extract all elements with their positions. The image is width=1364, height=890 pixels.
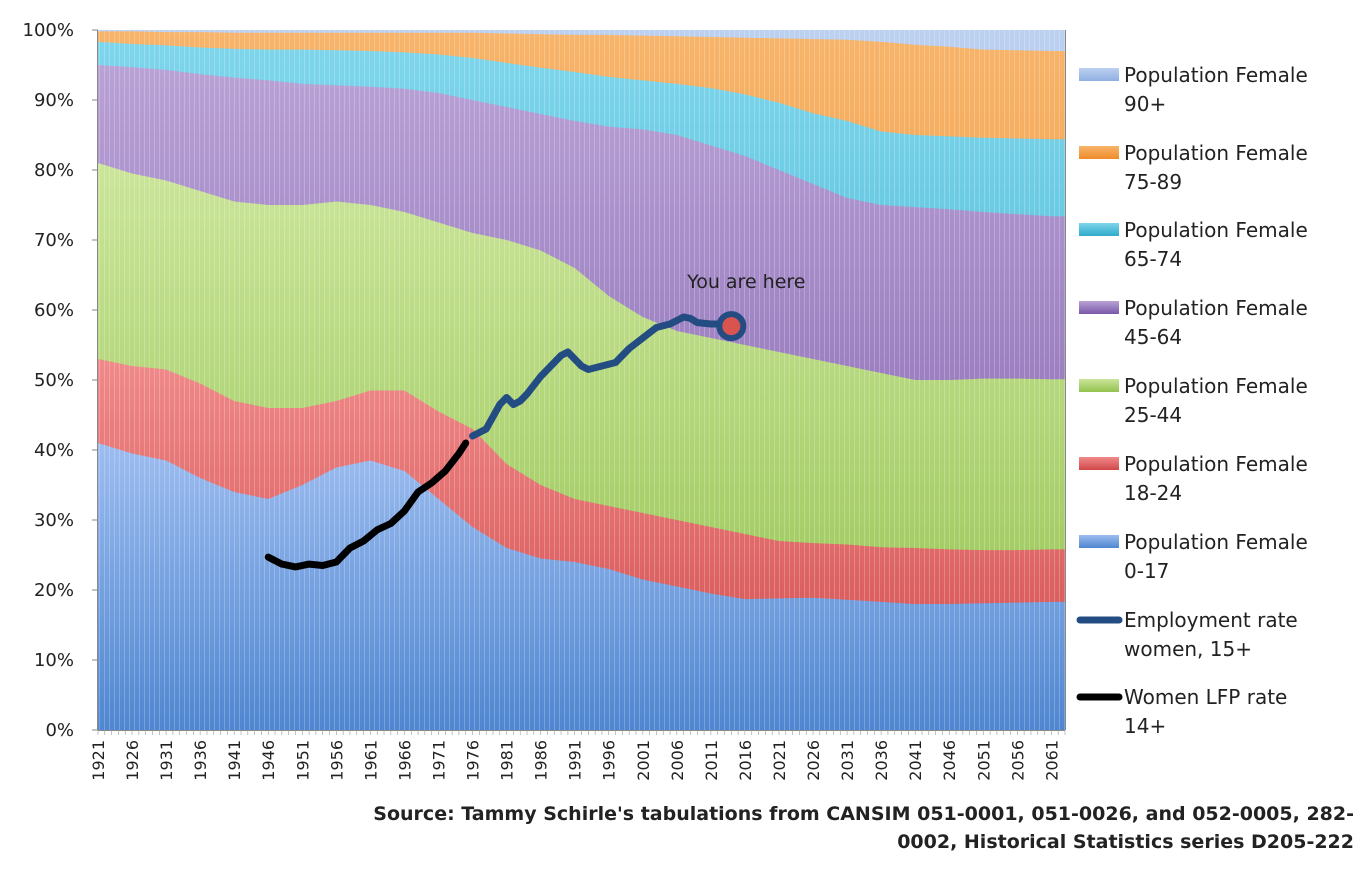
line-women-lfp <box>264 439 470 571</box>
x-tick-label: 2041 <box>906 740 925 781</box>
x-tick-label: 2061 <box>1042 740 1061 781</box>
legend-label: Population Female 25-44 <box>1124 374 1308 427</box>
y-tick-label: 20% <box>34 580 74 601</box>
legend-swatch <box>1079 379 1119 392</box>
y-tick-label: 90% <box>34 90 74 111</box>
legend-label: Population Female 90+ <box>1124 63 1308 116</box>
x-tick-label: 2016 <box>736 740 755 781</box>
legend-swatch <box>1079 223 1119 236</box>
x-tick-label: 1936 <box>191 740 210 781</box>
x-axis: 1921 1926 1931 1936 1941 1946 1951 1956 1961 1966… <box>89 730 1066 781</box>
x-tick-label: 2031 <box>838 740 857 781</box>
x-tick-label: 1921 <box>89 740 108 781</box>
legend-swatch <box>1079 146 1119 159</box>
x-tick-label: 2006 <box>668 740 687 781</box>
legend-label: Population Female 45-64 <box>1124 296 1308 349</box>
y-tick-label: 0% <box>45 720 74 741</box>
y-tick-label: 30% <box>34 510 74 531</box>
x-tick-label: 2021 <box>770 740 789 781</box>
y-tick-label: 60% <box>34 300 74 321</box>
y-tick-label: 80% <box>34 160 74 181</box>
y-tick-label: 50% <box>34 370 74 391</box>
y-tick-label: 40% <box>34 440 74 461</box>
legend-swatch <box>1079 457 1119 470</box>
legend-label: Population Female 75-89 <box>1124 141 1308 194</box>
legend-label: Population Female 65-74 <box>1124 218 1308 271</box>
x-tick-label: 1971 <box>429 740 448 781</box>
x-tick-label: 1996 <box>600 740 619 781</box>
legend-label: Population Female 18-24 <box>1124 452 1308 505</box>
x-tick-label: 2011 <box>702 740 721 781</box>
x-tick-label: 2051 <box>974 740 993 781</box>
x-tick-label: 1981 <box>498 740 517 781</box>
y-tick-label: 100% <box>23 20 74 41</box>
x-tick-label: 1986 <box>532 740 551 781</box>
line-series: You are here <box>264 271 806 571</box>
x-tick-label: 1931 <box>157 740 176 781</box>
x-tick-label: 1966 <box>395 740 414 781</box>
legend-swatch <box>1079 301 1119 314</box>
x-tick-label: 1991 <box>566 740 585 781</box>
y-tick-label: 10% <box>34 650 74 671</box>
you-are-here-marker <box>716 311 747 342</box>
x-tick-label: 1941 <box>225 740 244 781</box>
you-are-here-label: You are here <box>686 271 805 293</box>
legend: Population Female 90+ Population Female 75-… <box>1076 63 1308 738</box>
legend-swatch <box>1079 68 1119 81</box>
legend-label: Employment rate women, 15+ <box>1124 608 1298 661</box>
legend-label: Population Female 0-17 <box>1124 530 1308 583</box>
x-tick-label: 2046 <box>940 740 959 781</box>
x-tick-label: 2056 <box>1008 740 1027 781</box>
legend-label: Women LFP rate 14+ <box>1124 685 1287 738</box>
legend-swatch <box>1079 535 1119 548</box>
source-note: Source: Tammy Schirle's tabulations from… <box>373 803 1354 853</box>
x-tick-label: 1956 <box>327 740 346 781</box>
column-stripes <box>98 30 1065 730</box>
x-tick-label: 1926 <box>123 740 142 781</box>
x-tick-label: 1946 <box>259 740 278 781</box>
y-axis: 0% 10% 20% 30% 40% 50% 60% 70% 80% 90% 100% <box>23 20 1066 741</box>
x-tick-label: 1961 <box>361 740 380 781</box>
x-tick-label: 2026 <box>804 740 823 781</box>
x-tick-label: 2036 <box>872 740 891 781</box>
line-employment-rate <box>469 313 735 440</box>
x-tick-label: 2001 <box>634 740 653 781</box>
x-tick-label: 1976 <box>464 740 483 781</box>
y-tick-label: 70% <box>34 230 74 251</box>
x-tick-label: 1951 <box>293 740 312 781</box>
